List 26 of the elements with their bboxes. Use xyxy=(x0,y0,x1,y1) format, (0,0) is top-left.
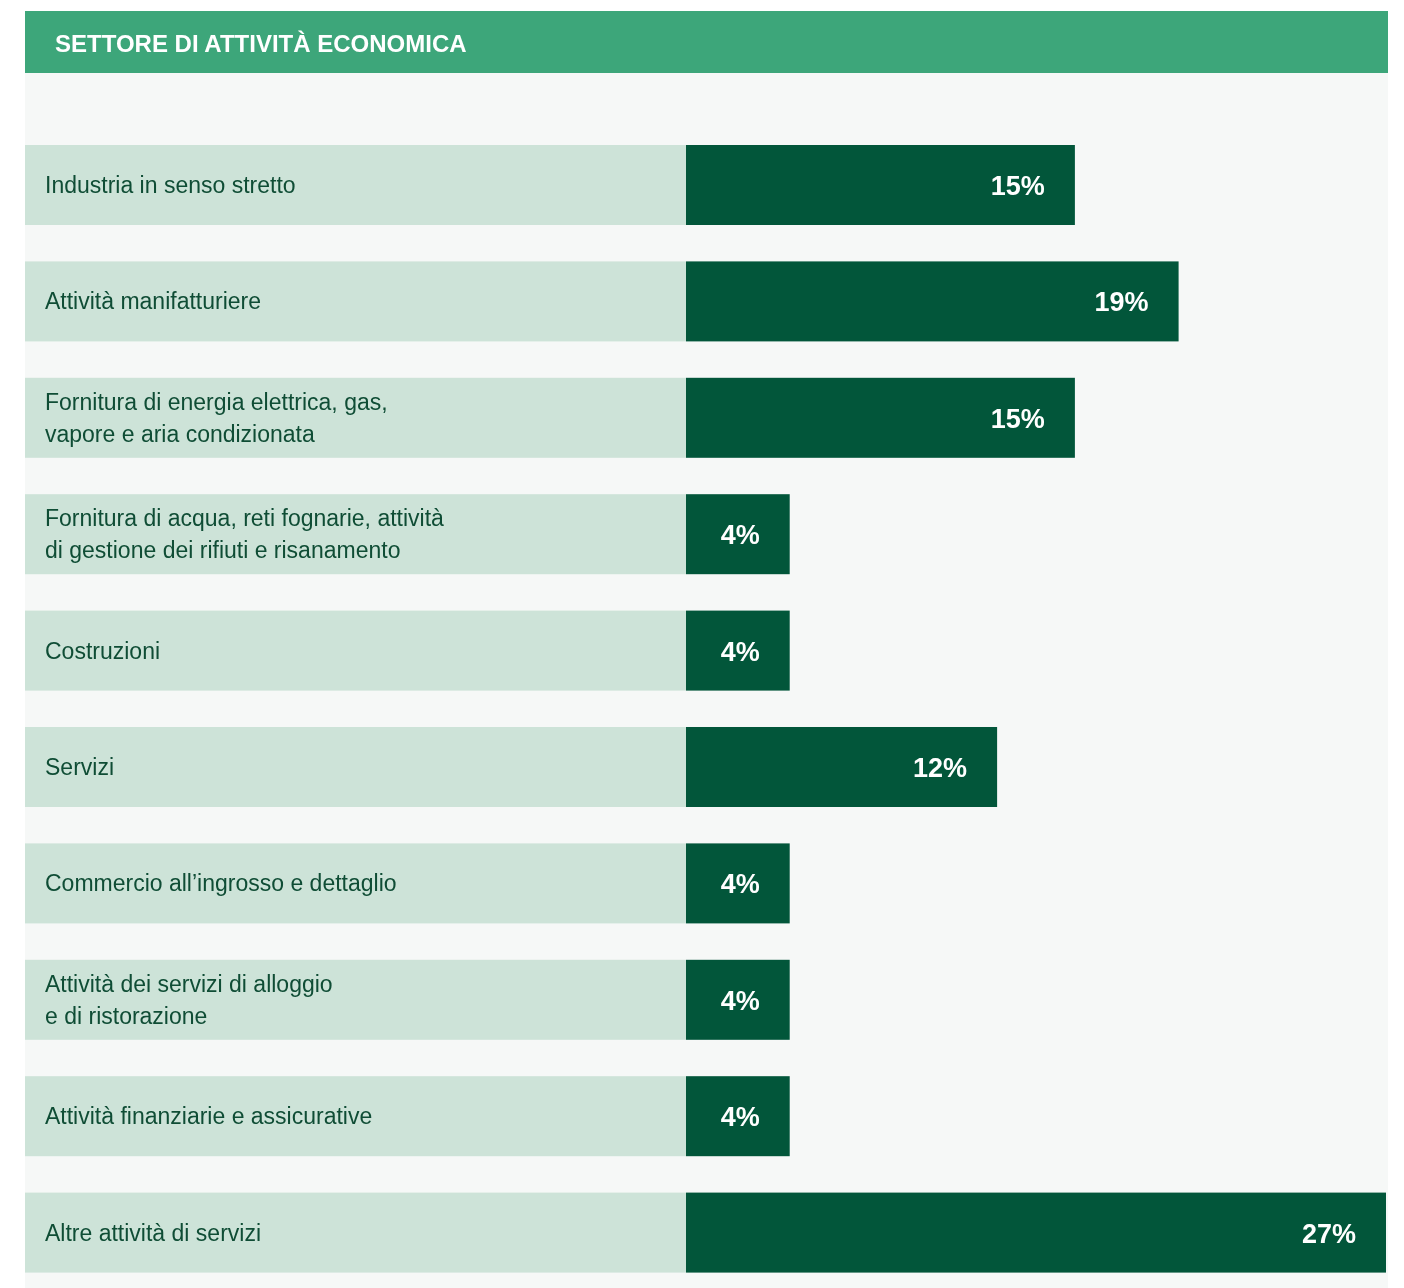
data-label: 15% xyxy=(990,403,1045,434)
data-label: 4% xyxy=(720,985,760,1016)
y-tick-label: Fornitura di acqua, reti fognarie, attività di gestione dei rifiuti e risanamento xyxy=(45,505,445,564)
bar xyxy=(686,843,790,924)
bar xyxy=(686,610,790,691)
data-label: 4% xyxy=(720,636,760,667)
bar xyxy=(686,494,790,575)
data-label: 12% xyxy=(913,753,968,783)
data-label: 15% xyxy=(990,171,1045,201)
y-tick-label: Altre attività di servizi xyxy=(45,1219,262,1246)
data-label: 4% xyxy=(720,520,760,551)
bar xyxy=(686,1076,790,1157)
y-tick-label: Attività dei servizi di alloggio e di ristorazione xyxy=(45,970,333,1029)
data-label: 27% xyxy=(1301,1218,1356,1249)
y-tick-label: Commercio all’ingrosso e dettaglio xyxy=(45,870,397,897)
data-label: 4% xyxy=(720,869,760,900)
data-label: 4% xyxy=(720,1102,760,1133)
y-tick-label: Servizi xyxy=(45,754,115,780)
data-label: 19% xyxy=(1094,287,1149,318)
y-tick-label: Attività manifatturiere xyxy=(45,288,262,315)
bar xyxy=(686,959,790,1040)
y-tick-label: Attività finanziarie e assicurative xyxy=(45,1103,373,1130)
y-tick-label: Costruzioni xyxy=(45,637,161,664)
y-tick-label: Fornitura di energia elettrica, gas, vapore e aria condizionata xyxy=(45,388,388,447)
y-tick-label: Industria in senso stretto xyxy=(45,172,296,198)
text: SETTORE DI ATTIVITÀ ECONOMICA xyxy=(55,30,467,57)
